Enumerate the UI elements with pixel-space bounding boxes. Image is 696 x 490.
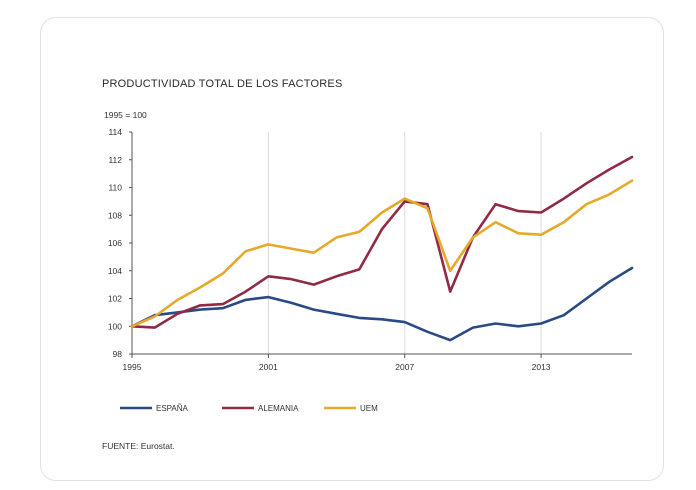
y-tick-label: 114 bbox=[108, 127, 122, 137]
y-tick-label: 112 bbox=[108, 155, 122, 165]
legend-label: ESPAÑA bbox=[156, 404, 189, 413]
legend-label: UEM bbox=[360, 404, 378, 413]
x-tick-label: 2013 bbox=[532, 362, 551, 372]
chart-title: PRODUCTIVIDAD TOTAL DE LOS FACTORES bbox=[102, 78, 343, 90]
y-tick-label: 106 bbox=[108, 238, 122, 248]
chart-card bbox=[40, 17, 664, 481]
y-tick-label: 98 bbox=[113, 349, 123, 359]
chart-source: FUENTE: Eurostat. bbox=[102, 441, 175, 451]
y-tick-label: 110 bbox=[108, 183, 122, 193]
y-tick-label: 100 bbox=[108, 321, 122, 331]
y-tick-label: 104 bbox=[108, 266, 122, 276]
series-line-uem bbox=[130, 179, 634, 328]
series-line-españa bbox=[130, 266, 634, 342]
x-tick-label: 2001 bbox=[259, 362, 278, 372]
unit-label: 1995 = 100 bbox=[104, 110, 147, 120]
x-tick-label: 2007 bbox=[395, 362, 414, 372]
y-tick-label: 108 bbox=[108, 210, 122, 220]
series-line-alemania bbox=[130, 155, 634, 329]
legend-label: ALEMANIA bbox=[258, 404, 299, 413]
y-tick-label: 102 bbox=[108, 294, 122, 304]
x-tick-label: 1995 bbox=[123, 362, 142, 372]
